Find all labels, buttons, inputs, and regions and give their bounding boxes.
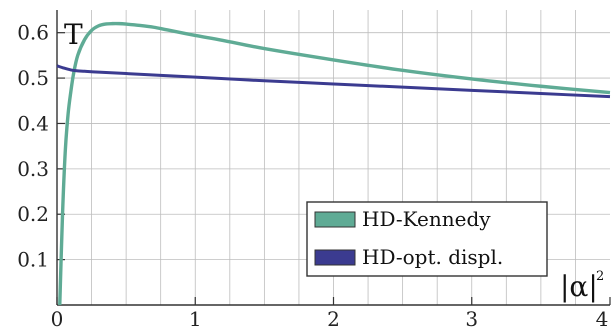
legend: HD-Kennedy HD-opt. displ. [306, 201, 548, 277]
series-line-hd-kennedy [58, 21, 611, 306]
x-tick-label: 4 [596, 307, 609, 330]
x-tick-label: 0 [51, 307, 64, 330]
y-tick-label: 0.5 [17, 66, 49, 90]
x-tick-label: 1 [189, 307, 202, 330]
y-tick-label: 0.2 [17, 202, 49, 226]
legend-swatch-hd-opt-displ [314, 249, 356, 266]
x-tick-label: 2 [327, 307, 340, 330]
series-layer [56, 21, 611, 306]
y-axis-title: T [64, 18, 83, 51]
legend-swatch-hd-kennedy [314, 211, 356, 228]
y-tick-label: 0.3 [17, 157, 49, 181]
x-axis-title-superscript: 2 [596, 269, 604, 284]
y-tick-label: 0.4 [17, 111, 49, 135]
legend-label-hd-kennedy: HD-Kennedy [362, 207, 491, 231]
y-tick-label: 0.6 [17, 21, 49, 45]
x-axis-title: |α| [560, 270, 598, 303]
x-tick-label: 3 [465, 307, 478, 330]
legend-label-hd-opt-displ: HD-opt. displ. [362, 245, 503, 269]
axes [56, 10, 611, 306]
y-tick-label: 0.1 [17, 248, 49, 272]
series-line-hd-opt-displ [56, 64, 611, 99]
tick-labels: 0 1 2 3 4 0.1 0.2 0.3 0.4 0.5 0.6 [17, 21, 608, 330]
